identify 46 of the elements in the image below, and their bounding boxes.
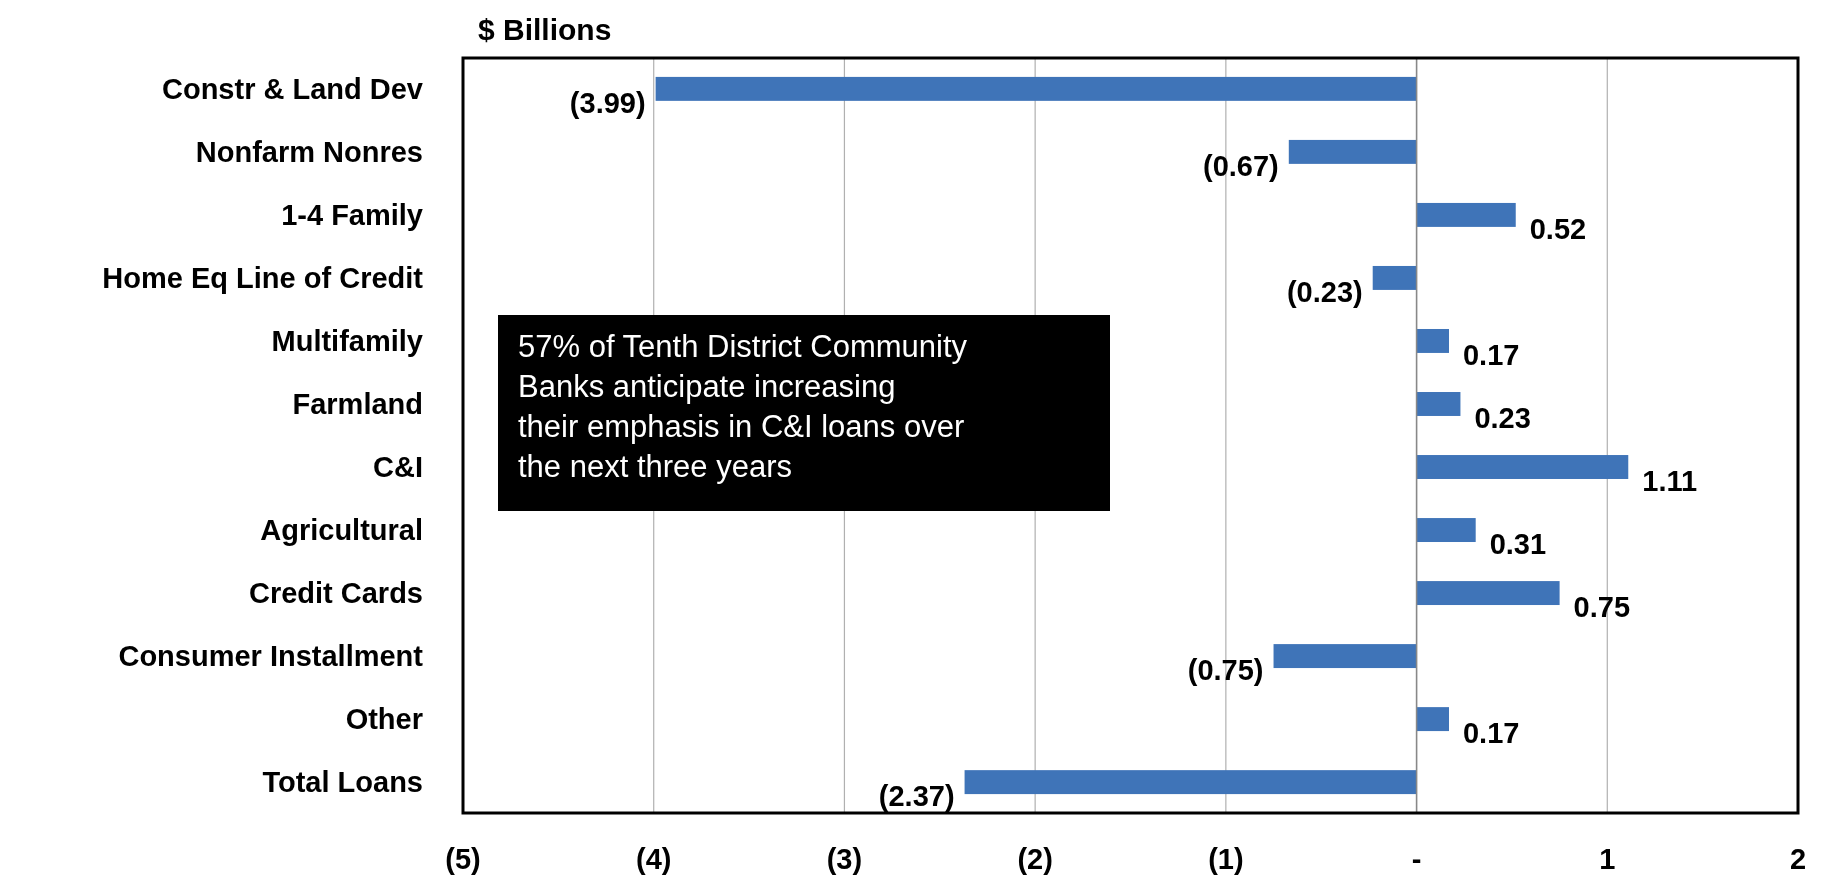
y-tick-label: Farmland [292, 388, 423, 421]
x-tick-label: (2) [1017, 843, 1053, 875]
x-tick-label: 2 [1789, 843, 1807, 875]
data-label: (2.37) [878, 780, 955, 813]
data-label: 0.17 [1462, 717, 1520, 750]
data-label: 0.52 [1529, 213, 1587, 246]
y-tick-label: Multifamily [271, 325, 423, 358]
y-tick-label: Agricultural [260, 514, 423, 547]
y-tick-label: Home Eq Line of Credit [102, 262, 424, 295]
x-tick-label: (3) [826, 843, 863, 875]
y-tick-label: 1-4 Family [281, 199, 423, 232]
y-tick-label: Credit Cards [248, 577, 423, 610]
data-label: (3.99) [569, 87, 646, 120]
bar [1288, 139, 1417, 164]
x-tick-label: (5) [445, 843, 481, 875]
x-tick-label: (4) [635, 843, 672, 875]
data-label: (0.67) [1203, 150, 1279, 183]
x-tick-label: 1 [1599, 843, 1616, 875]
y-tick-label: Total Loans [262, 766, 423, 799]
y-tick-label: Other [345, 703, 423, 736]
bar [1416, 707, 1449, 732]
data-label: (0.75) [1187, 654, 1264, 687]
y-tick-label: Constr & Land Dev [161, 73, 423, 106]
chart-title: $ Billions [478, 13, 612, 46]
y-tick-label: Consumer Installment [118, 640, 424, 673]
bar [1372, 265, 1417, 290]
bar [1416, 455, 1629, 479]
data-label: 0.31 [1489, 528, 1547, 561]
bar [1416, 392, 1461, 416]
data-label: 0.17 [1462, 339, 1520, 372]
y-tick-label: C&I [373, 451, 423, 484]
bar [1416, 518, 1476, 543]
bar [1273, 644, 1417, 669]
data-label: (0.23) [1286, 276, 1363, 309]
bar [1416, 581, 1560, 606]
data-label: 0.23 [1474, 402, 1531, 435]
data-label: 1.11 [1642, 465, 1698, 498]
x-tick-label: (1) [1208, 843, 1244, 875]
bar [964, 770, 1417, 795]
bar [655, 76, 1417, 101]
data-label: 0.75 [1573, 591, 1631, 624]
bar [1416, 328, 1449, 353]
y-tick-label: Nonfarm Nonres [195, 136, 423, 169]
annotation: 57% of Tenth District Community Banks anticipate increasing their emphasis in C&I loans over the next three years [518, 329, 968, 484]
x-tick-label: - [1411, 843, 1422, 875]
bar [1416, 202, 1516, 227]
